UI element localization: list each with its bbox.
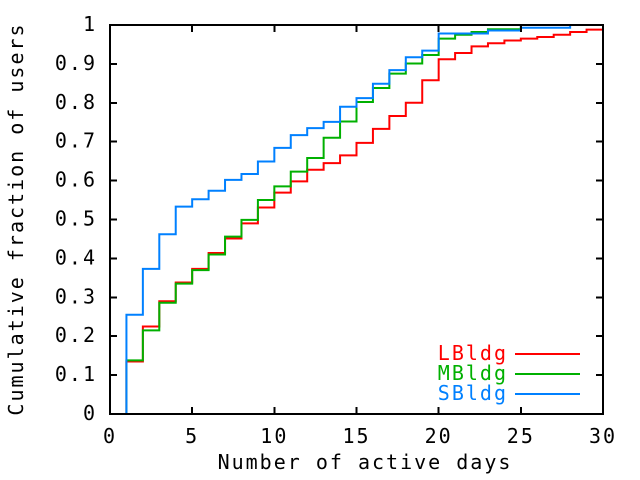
legend-label-SBldg: SBldg (438, 381, 508, 405)
y-tick-label: 0.6 (55, 168, 97, 192)
x-tick-label: 15 (342, 424, 370, 448)
x-tick-label: 5 (185, 424, 199, 448)
legend-label-LBldg: LBldg (438, 341, 508, 365)
x-tick-label: 20 (425, 424, 453, 448)
series-line-LBldg (125, 28, 603, 414)
y-tick-label: 0.5 (55, 207, 97, 231)
y-tick-label: 0.4 (55, 245, 97, 269)
y-tick-label: 0 (83, 401, 97, 425)
y-axis-label: Cumulative fraction of users (4, 22, 28, 415)
x-tick-label: 30 (589, 424, 617, 448)
y-tick-label: 0.9 (55, 51, 97, 75)
x-tick-label: 25 (507, 424, 535, 448)
y-tick-label: 0.8 (55, 90, 97, 114)
y-tick-label: 0.3 (55, 284, 97, 308)
series-line-SBldg (125, 24, 603, 414)
legend-label-MBldg: MBldg (438, 361, 508, 385)
y-tick-label: 0.7 (55, 129, 97, 153)
y-tick-label: 0.2 (55, 323, 97, 347)
x-tick-label: 10 (260, 424, 288, 448)
x-tick-label: 0 (103, 424, 117, 448)
y-tick-label: 0.1 (55, 362, 97, 386)
y-tick-label: 1 (83, 12, 97, 36)
x-axis-label: Number of active days (218, 450, 513, 474)
